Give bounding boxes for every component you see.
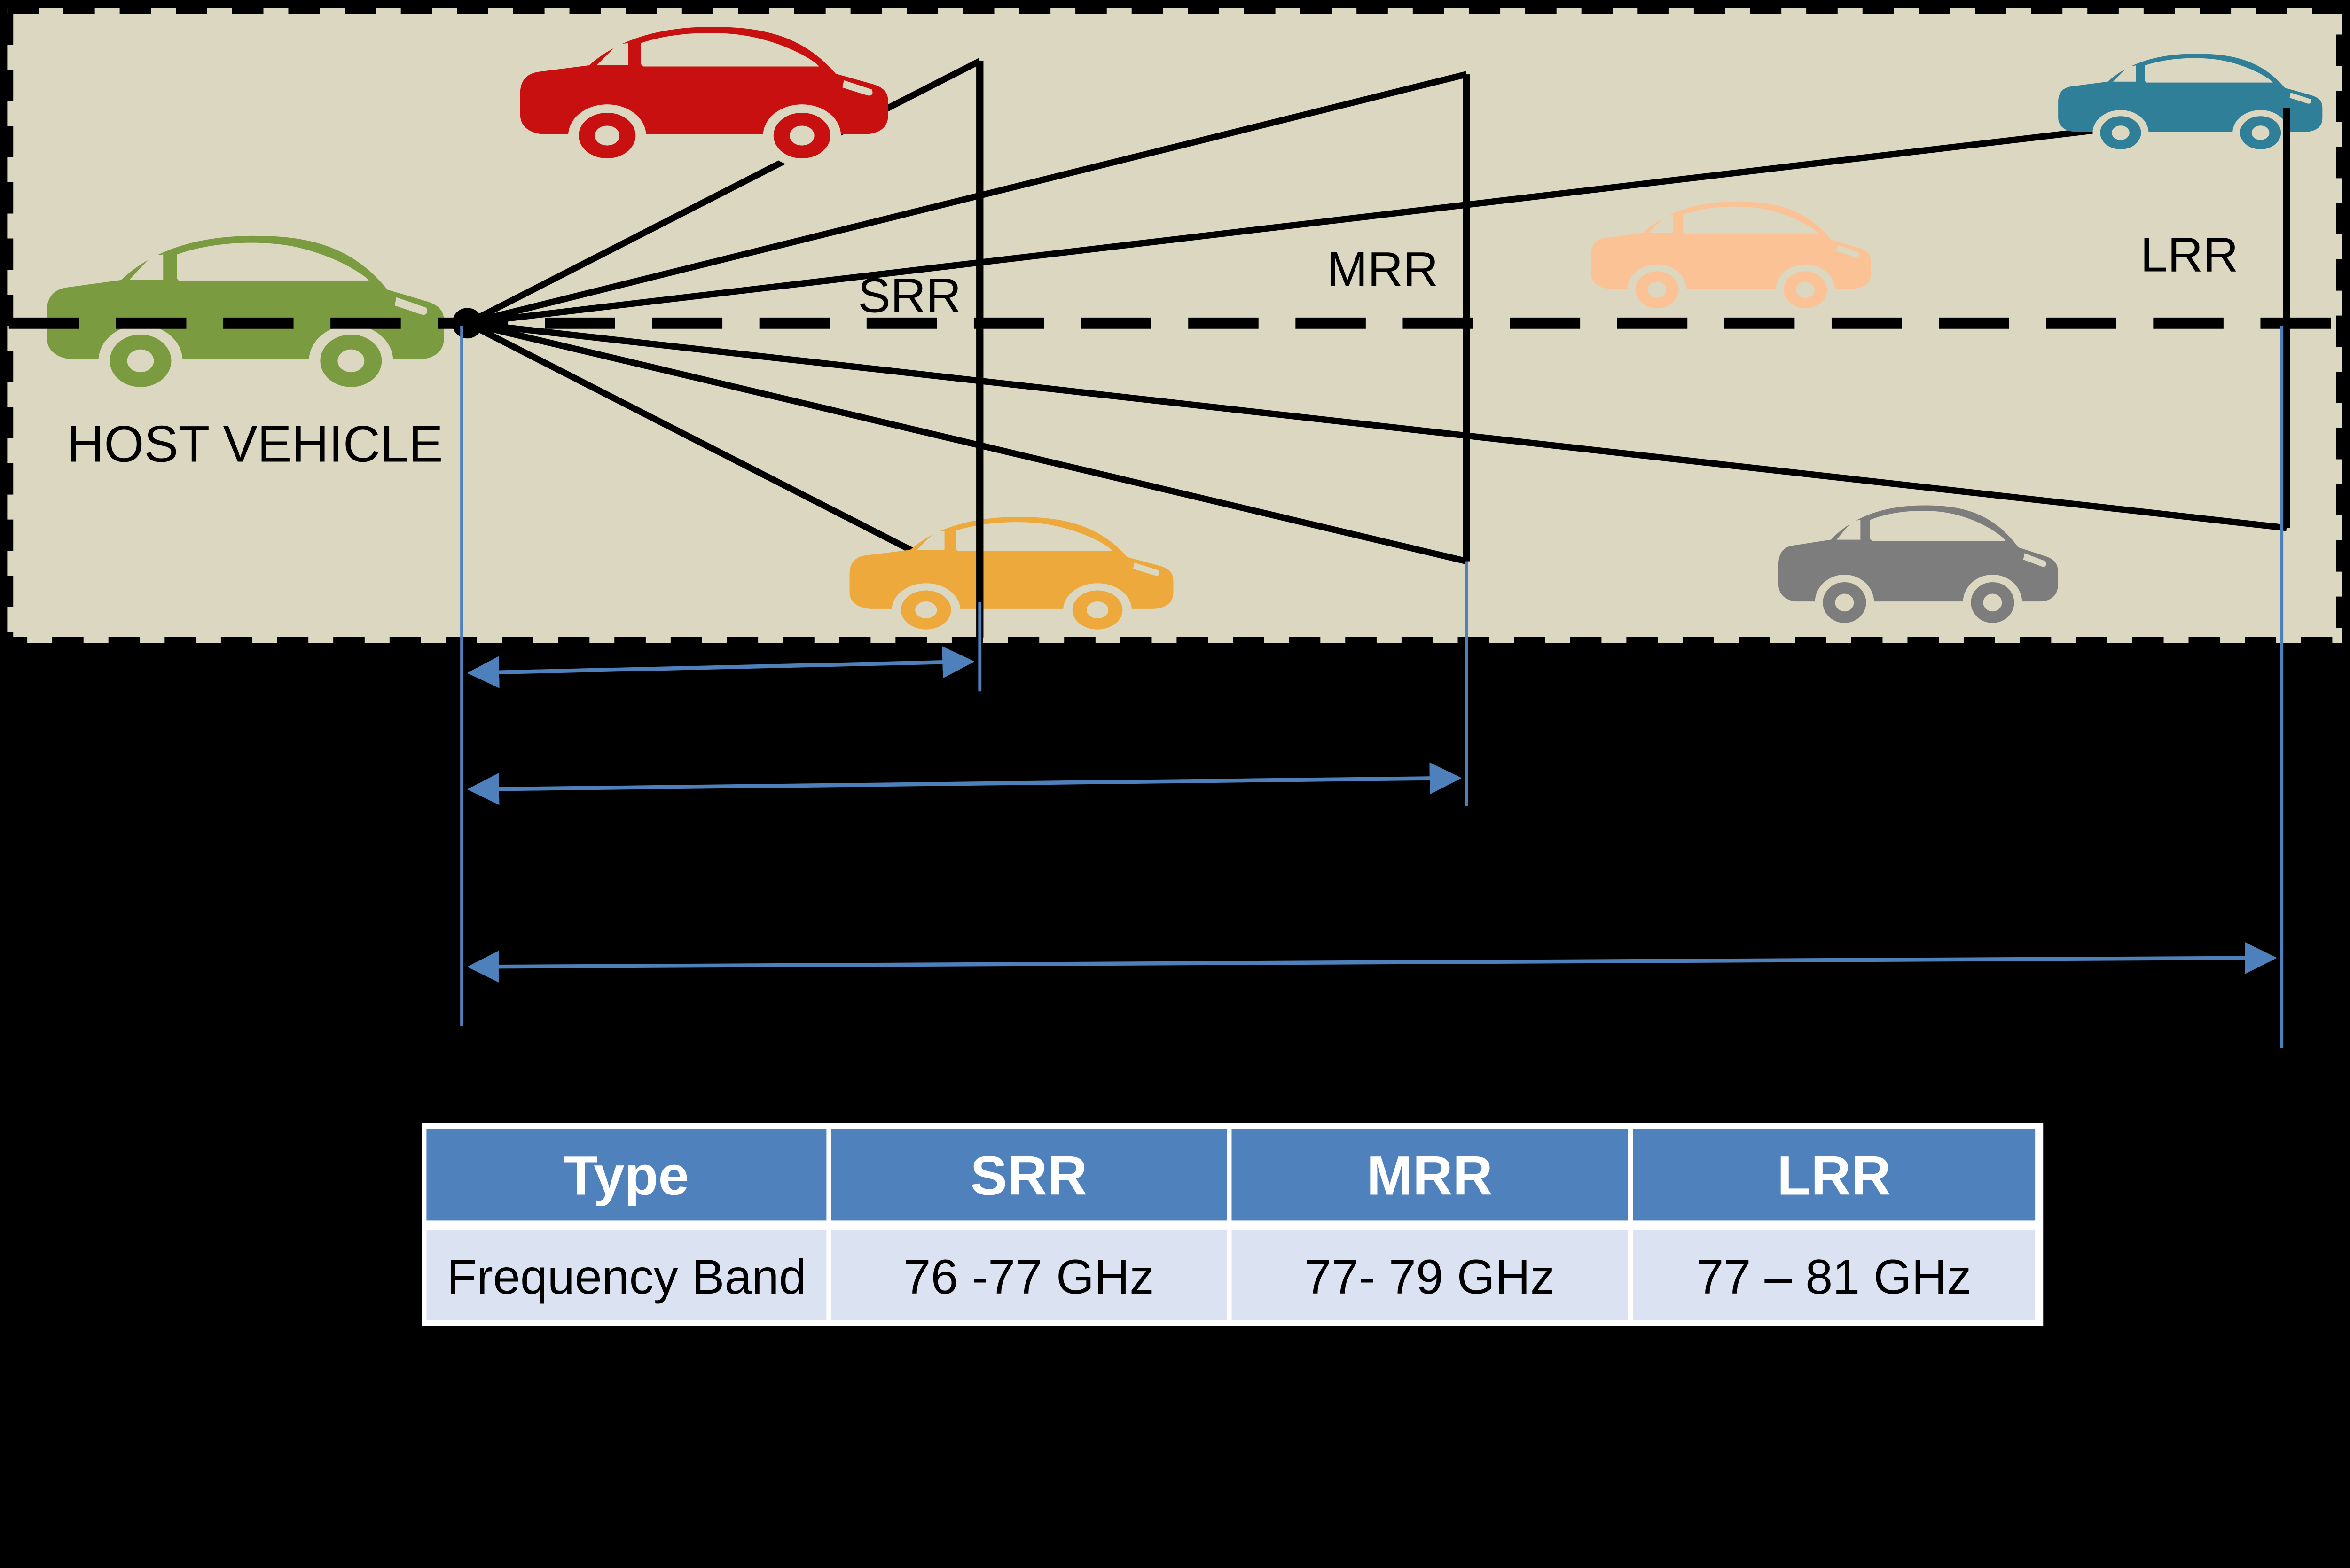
mrr-range-arrow xyxy=(467,762,1462,805)
table-data-cell-lrr xyxy=(1633,1230,2036,1320)
table-cell-frequency-band: Frequency Band xyxy=(447,1250,807,1304)
table-header-cell-lrr xyxy=(1633,1129,2036,1221)
lrr-range-arrow xyxy=(467,942,2277,983)
radar-ranges-diagram: SRR MRR LRR HOST VEHICLE 30 m 100 m 200 … xyxy=(7,8,2342,1326)
table-header-lrr: LRR xyxy=(1777,1145,1891,1207)
lrr-label: LRR xyxy=(2140,228,2239,282)
srr-label: SRR xyxy=(858,269,961,323)
table-header-srr: SRR xyxy=(971,1145,1088,1207)
srr-range-arrow xyxy=(467,646,975,688)
table-cell-lrr-band: 77 – 81 GHz xyxy=(1697,1250,1972,1304)
measurement-guides xyxy=(460,326,2284,1048)
table-header-cell-srr xyxy=(831,1129,1227,1221)
host-vehicle-label: HOST VEHICLE xyxy=(67,416,443,473)
table-header-cell-mrr xyxy=(1231,1129,1628,1221)
table-header-type: Type xyxy=(564,1145,689,1207)
frequency-table: Type SRR MRR LRR Frequency Band 76 -77 G… xyxy=(422,1123,2044,1326)
table-data-cell-label xyxy=(426,1230,827,1320)
table-cell-srr-band: 76 -77 GHz xyxy=(904,1250,1154,1304)
mrr-range-label: 100 m xyxy=(842,790,989,850)
mrr-label: MRR xyxy=(1327,242,1438,296)
radar-origin-dot xyxy=(452,308,483,339)
table-cell-mrr-band: 77- 79 GHz xyxy=(1304,1250,1555,1304)
table-data-cell-srr xyxy=(831,1230,1227,1320)
srr-range-label: 30 m xyxy=(642,671,760,730)
radar-beams xyxy=(466,58,2287,588)
table-header-cell-type xyxy=(426,1129,827,1221)
table-header-mrr: MRR xyxy=(1366,1145,1492,1207)
table-data-cell-mrr xyxy=(1231,1230,1628,1320)
lrr-range-label: 200 m xyxy=(1263,960,1410,1020)
